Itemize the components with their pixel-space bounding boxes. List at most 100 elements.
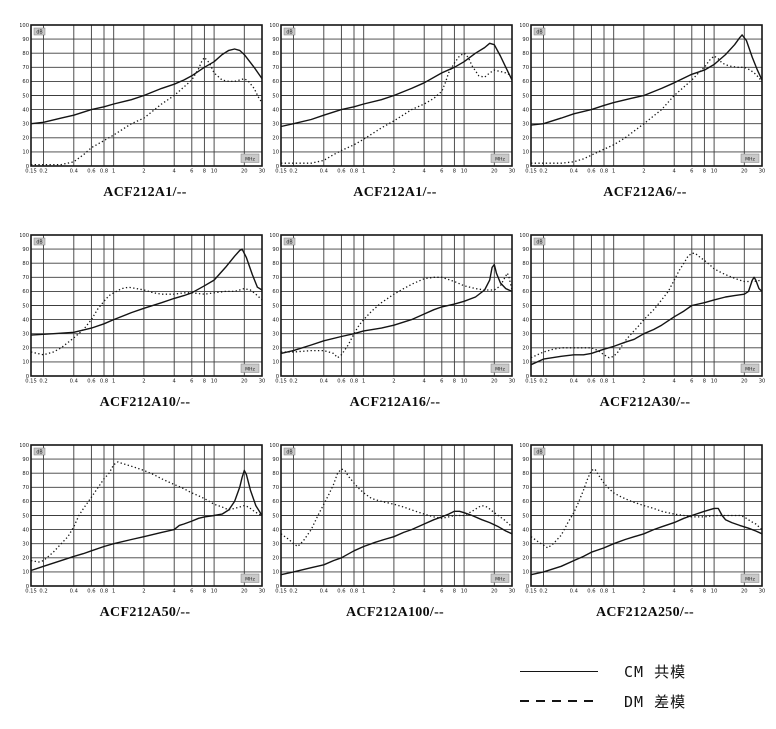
db-unit-badge: dB (33, 447, 46, 455)
grid-lines (281, 235, 512, 376)
svg-text:0.15: 0.15 (25, 169, 37, 175)
svg-text:80: 80 (22, 471, 29, 477)
svg-text:10: 10 (22, 570, 29, 576)
svg-text:20: 20 (522, 346, 529, 352)
svg-text:MHz: MHz (745, 576, 755, 582)
x-tick-labels: 0.15 0.2 0.4 0.6 0.8 1 2 4 6 8 10 20 30 (525, 169, 765, 175)
dm-curve (531, 55, 763, 164)
svg-text:6: 6 (690, 169, 693, 175)
svg-text:8: 8 (203, 589, 206, 595)
legend: CM 共模 DM 差模 (520, 656, 756, 716)
svg-text:0.8: 0.8 (600, 379, 608, 385)
svg-text:0.8: 0.8 (100, 379, 108, 385)
plot-border (530, 24, 763, 167)
svg-text:50: 50 (22, 93, 29, 99)
svg-text:10: 10 (272, 360, 279, 366)
plot-border (30, 24, 263, 167)
svg-text:0.15: 0.15 (525, 589, 537, 595)
svg-text:MHz: MHz (245, 156, 255, 162)
svg-text:70: 70 (272, 275, 279, 281)
svg-text:40: 40 (272, 317, 279, 323)
svg-text:40: 40 (22, 317, 29, 323)
svg-text:dB: dB (536, 449, 542, 455)
svg-text:0.4: 0.4 (570, 589, 579, 595)
svg-text:0.2: 0.2 (289, 169, 297, 175)
chart-canvas: 0 10 20 30 40 50 60 70 80 90 100 0.15 0.2 0.4 0.6 0.8 1 2… (520, 23, 765, 175)
svg-text:100: 100 (270, 233, 279, 239)
svg-text:0.6: 0.6 (87, 589, 95, 595)
svg-text:10: 10 (461, 589, 468, 595)
svg-text:0.15: 0.15 (275, 589, 287, 595)
svg-text:50: 50 (22, 513, 29, 519)
svg-text:4: 4 (423, 589, 427, 595)
mhz-unit-badge: MHz (490, 153, 510, 163)
svg-text:0.15: 0.15 (525, 379, 537, 385)
svg-text:1: 1 (362, 169, 365, 175)
svg-text:30: 30 (259, 379, 266, 385)
svg-text:MHz: MHz (745, 366, 755, 372)
svg-text:20: 20 (522, 556, 529, 562)
svg-text:4: 4 (173, 589, 177, 595)
svg-text:0.8: 0.8 (100, 589, 108, 595)
svg-text:1: 1 (112, 169, 115, 175)
svg-text:100: 100 (20, 233, 29, 239)
svg-text:70: 70 (522, 275, 529, 281)
svg-text:70: 70 (22, 65, 29, 71)
svg-text:80: 80 (272, 261, 279, 267)
db-unit-badge: dB (33, 27, 46, 35)
svg-text:0: 0 (26, 164, 29, 170)
svg-text:0.8: 0.8 (350, 169, 358, 175)
svg-text:0.15: 0.15 (275, 379, 287, 385)
chart-canvas: 0 10 20 30 40 50 60 70 80 90 100 0.15 0.2 0.4 0.6 0.8 1 2… (520, 233, 765, 385)
plot-border (530, 234, 763, 377)
svg-text:0.2: 0.2 (539, 379, 547, 385)
svg-text:90: 90 (522, 457, 529, 463)
svg-text:0.6: 0.6 (337, 169, 345, 175)
svg-text:30: 30 (522, 122, 529, 128)
svg-text:dB: dB (286, 449, 292, 455)
svg-text:0: 0 (26, 374, 29, 380)
chart-acf212a1-a: 0 10 20 30 40 50 60 70 80 90 100 0.15 0.2 0.4 0.6 0.8 1 2… (20, 20, 270, 202)
svg-text:0.6: 0.6 (87, 379, 95, 385)
svg-text:20: 20 (491, 379, 498, 385)
svg-text:0.6: 0.6 (587, 589, 595, 595)
svg-text:dB: dB (286, 29, 292, 35)
svg-text:6: 6 (440, 589, 443, 595)
svg-text:80: 80 (272, 471, 279, 477)
chart-canvas: 0 10 20 30 40 50 60 70 80 90 100 0.15 0.2 0.4 0.6 0.8 1 2… (520, 443, 765, 595)
svg-text:6: 6 (440, 379, 443, 385)
svg-text:0.8: 0.8 (600, 589, 608, 595)
svg-text:70: 70 (22, 275, 29, 281)
svg-text:70: 70 (522, 65, 529, 71)
cm-curve (30, 48, 263, 125)
grid-lines (31, 235, 262, 376)
svg-text:50: 50 (522, 93, 529, 99)
svg-text:0.8: 0.8 (350, 589, 358, 595)
svg-text:2: 2 (142, 169, 145, 175)
svg-text:50: 50 (272, 93, 279, 99)
y-tick-labels: 0 10 20 30 40 50 60 70 80 90 100 (520, 233, 529, 380)
svg-text:100: 100 (20, 443, 29, 449)
chart-title: ACF212A100/-- (346, 605, 444, 620)
svg-text:2: 2 (392, 169, 395, 175)
svg-text:8: 8 (453, 379, 456, 385)
svg-text:30: 30 (22, 542, 29, 548)
svg-text:0.2: 0.2 (39, 379, 47, 385)
y-tick-labels: 0 10 20 30 40 50 60 70 80 90 100 (270, 233, 279, 380)
dm-curve (281, 52, 513, 164)
svg-text:0.8: 0.8 (600, 169, 608, 175)
svg-text:8: 8 (703, 589, 706, 595)
svg-text:20: 20 (272, 346, 279, 352)
svg-text:0.2: 0.2 (39, 169, 47, 175)
chart-title: ACF212A1/-- (103, 185, 187, 200)
cm-curve (530, 507, 763, 576)
svg-text:80: 80 (272, 51, 279, 57)
legend-item-dm: DM 差模 (520, 686, 756, 716)
svg-text:20: 20 (272, 556, 279, 562)
grid-lines (31, 25, 262, 166)
svg-text:40: 40 (272, 107, 279, 113)
cm-curve (280, 42, 513, 128)
plot-border (280, 234, 513, 377)
svg-text:40: 40 (522, 107, 529, 113)
svg-text:0: 0 (276, 374, 279, 380)
